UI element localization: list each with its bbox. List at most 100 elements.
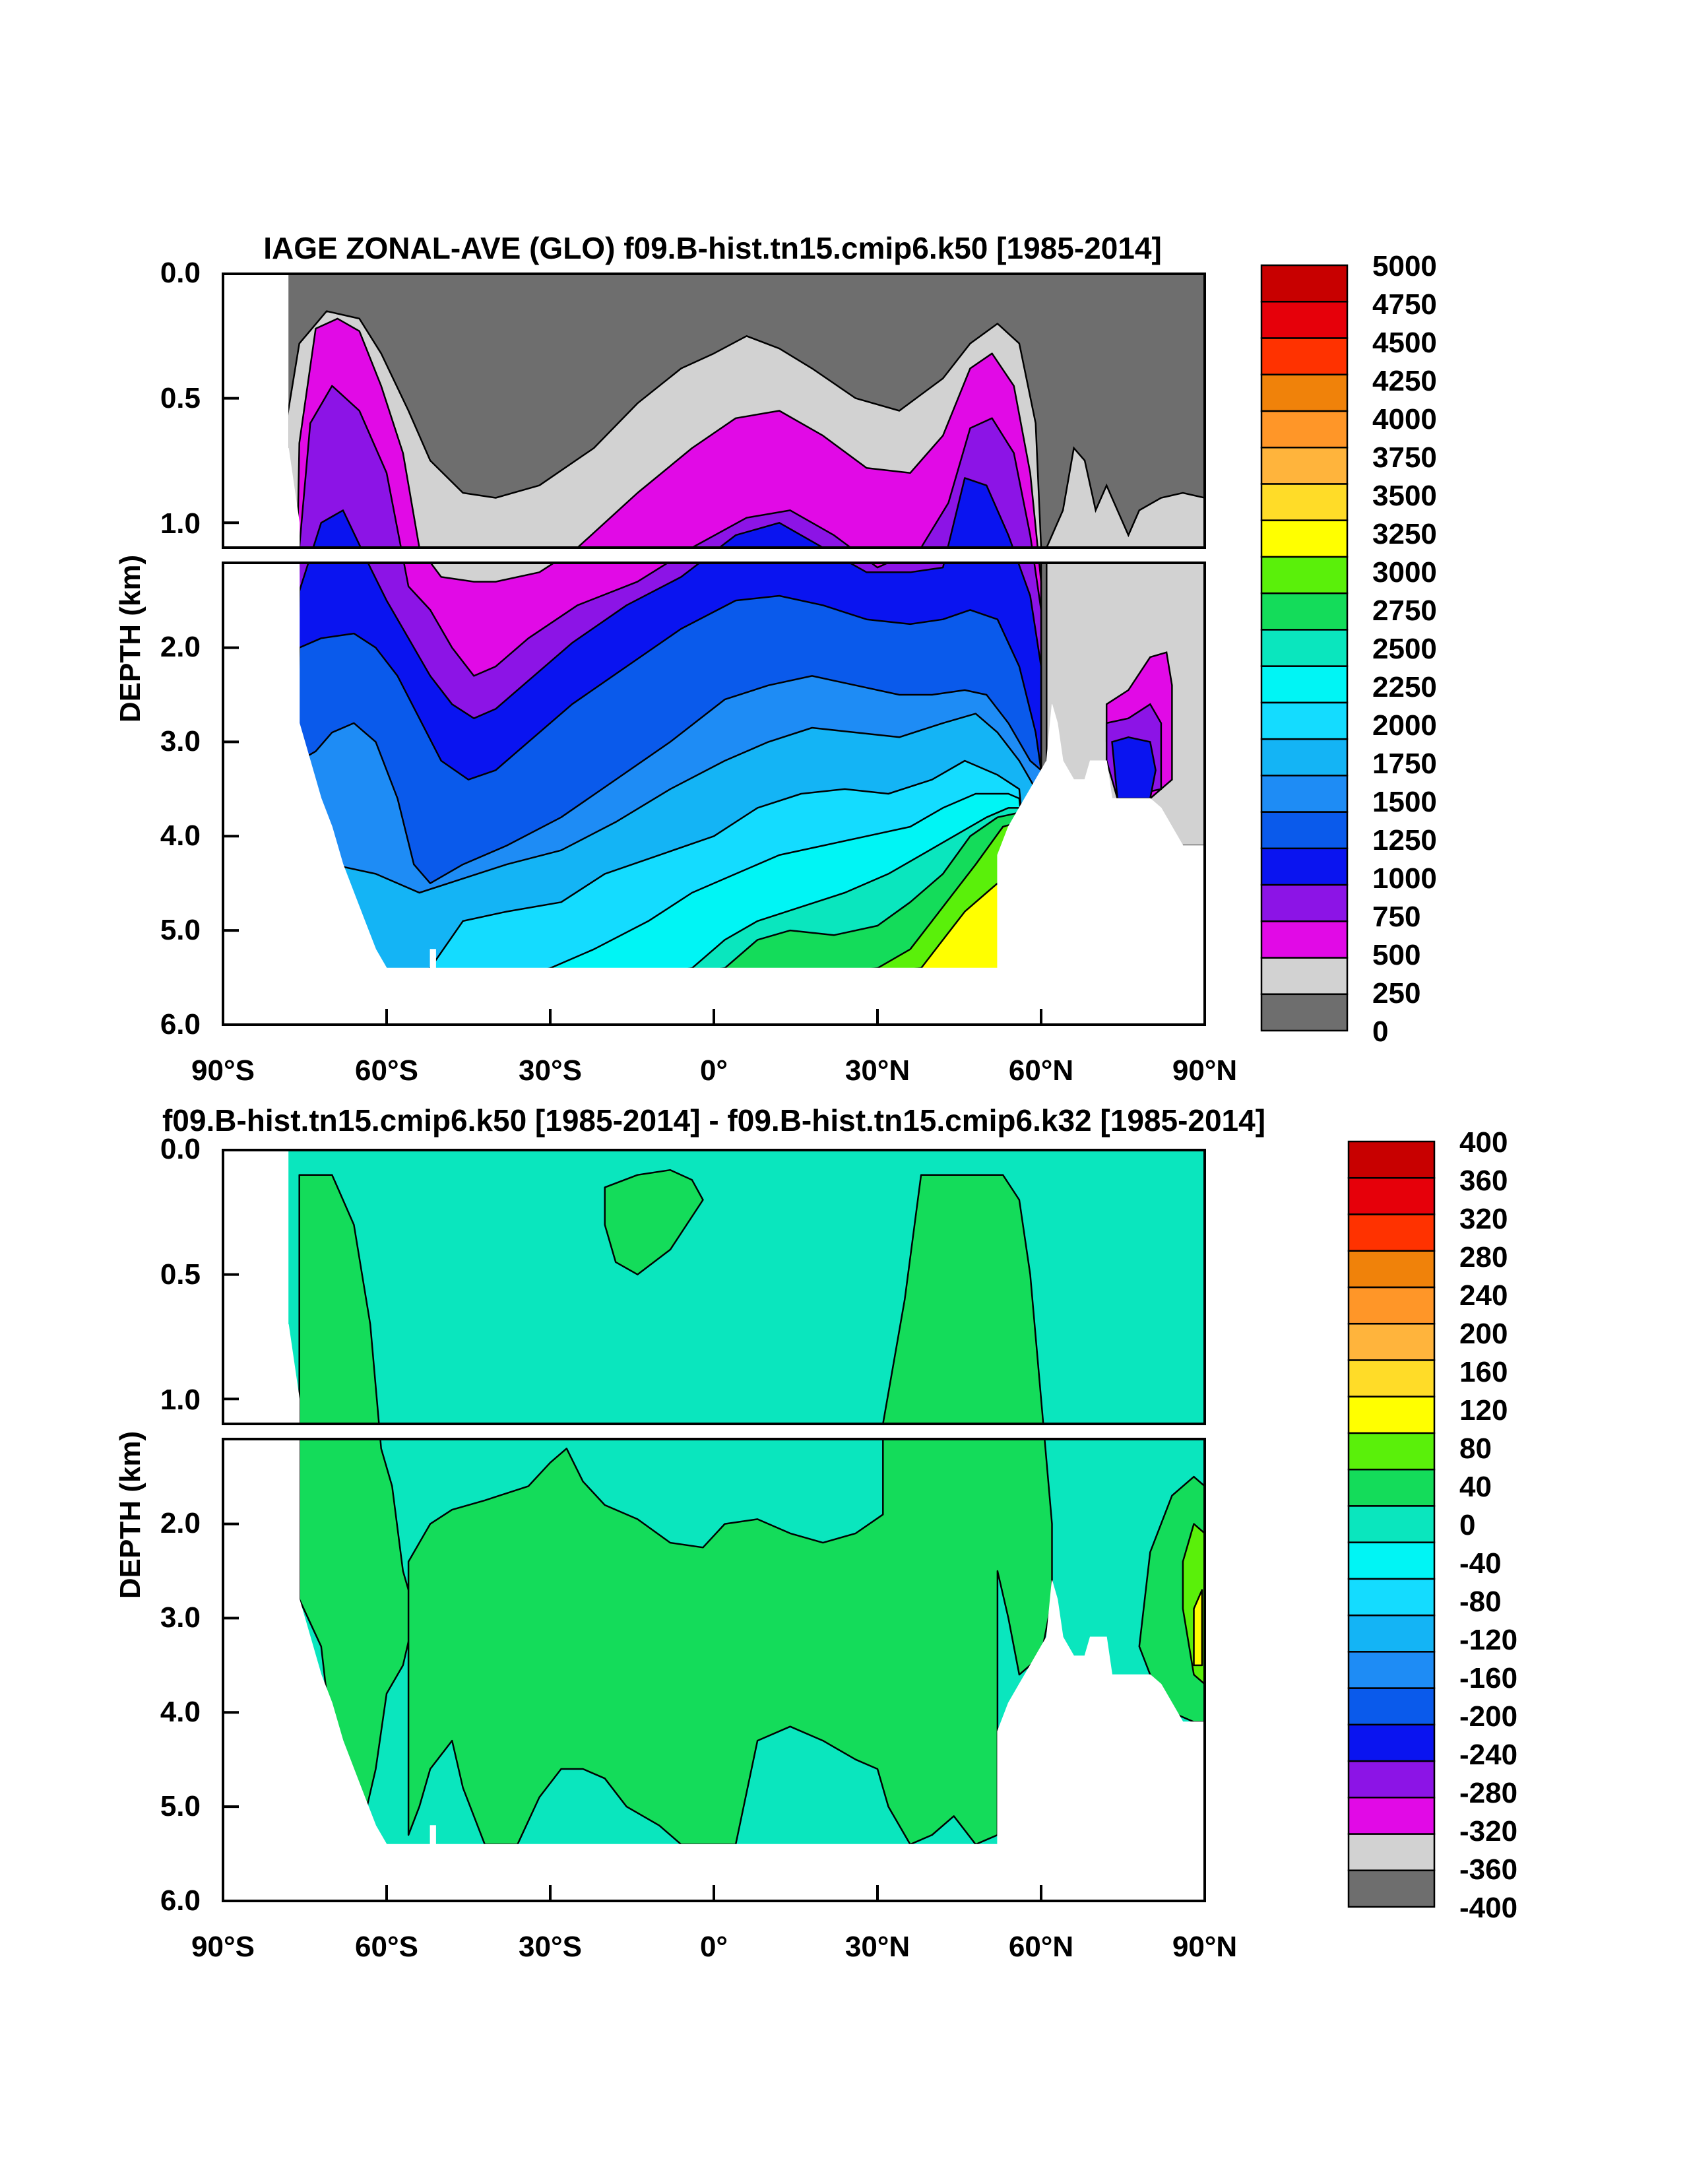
chart-2-cb-label-17: 280 xyxy=(1459,1241,1508,1273)
colorbar-box-8 xyxy=(1260,701,1349,740)
colorbar-box-18 xyxy=(1347,1213,1436,1252)
chart-2-ylabel: DEPTH (km) xyxy=(114,1431,146,1599)
band-3000 xyxy=(288,821,1042,969)
chart-2-frames xyxy=(222,1149,1206,1902)
chart-2-y-tick-7: 6.0 xyxy=(160,1884,201,1917)
chart-2-cb-label-11: 40 xyxy=(1459,1471,1492,1503)
chart-1-lower-plot xyxy=(223,563,1205,1025)
band-2500 xyxy=(288,807,1042,969)
colorbar-box-14 xyxy=(1260,483,1349,521)
colorbar-box-16 xyxy=(1260,410,1349,449)
colorbar-box-2 xyxy=(1347,1797,1436,1835)
colorbar-box-17 xyxy=(1260,373,1349,412)
chart-2-cb-label-10: 0 xyxy=(1459,1509,1475,1541)
ocean-floor-line xyxy=(299,1439,1205,1845)
colorbar-box-3 xyxy=(1260,883,1349,922)
colorbar-box-9 xyxy=(1260,665,1349,704)
chart-2-x-tick-5: 60°N xyxy=(1009,1931,1073,1963)
frame-upper xyxy=(222,1149,1206,1425)
colorbar-box-19 xyxy=(1347,1176,1436,1215)
colorbar-box-15 xyxy=(1347,1322,1436,1361)
chart-1-x-tick-1: 60°S xyxy=(355,1054,418,1087)
colorbar-box-10 xyxy=(1260,629,1349,667)
chart-1-x-tick-2: 30°S xyxy=(519,1054,582,1087)
chart-1-x-ticks: 90°S 60°S 30°S 0° 30°N 60°N 90°N xyxy=(191,1054,1237,1087)
region-2-0 xyxy=(604,1169,704,1275)
colorbar-box-9 xyxy=(1347,1541,1436,1580)
chart-1-cb-label-6: 1500 xyxy=(1372,786,1437,818)
chart-1-cb-label-16: 4000 xyxy=(1372,403,1437,435)
colorbar-box-20 xyxy=(1347,1140,1436,1179)
chart-1-cb-label-10: 2500 xyxy=(1372,633,1437,665)
chart-iage: IAGE ZONAL-AVE (GLO) f09.B-hist.tn15.cmi… xyxy=(114,231,1437,1087)
chart-2-y-tick-6: 5.0 xyxy=(160,1790,201,1822)
chart-1-cb-label-7: 1750 xyxy=(1372,748,1437,780)
chart-1-y-tick-7: 6.0 xyxy=(160,1008,201,1041)
colorbar-box-6 xyxy=(1260,775,1349,813)
chart-1-y-tick-4: 3.0 xyxy=(160,725,201,757)
chart-1-ylabel: DEPTH (km) xyxy=(114,555,146,723)
colorbar-box-18 xyxy=(1260,337,1349,375)
chart-2-x-tick-0: 90°S xyxy=(191,1931,255,1963)
chart-1-x-tick-5: 60°N xyxy=(1009,1054,1073,1087)
chart-1-x-tick-0: 90°S xyxy=(191,1054,255,1087)
chart-2-y-tick-3: 2.0 xyxy=(160,1507,201,1539)
colorbar-box-2 xyxy=(1260,920,1349,959)
chart-1-x-tick-4: 30°N xyxy=(845,1054,910,1087)
chart-1-frames xyxy=(222,273,1206,1026)
frame-upper xyxy=(222,273,1206,549)
colorbar-box-1 xyxy=(1347,1833,1436,1871)
chart-1-y-tick-5: 4.0 xyxy=(160,819,201,852)
chart-2-cb-label-1: -360 xyxy=(1459,1853,1517,1886)
colorbar-box-1 xyxy=(1260,957,1349,995)
chart-1-cb-label-5: 1250 xyxy=(1372,824,1437,856)
chart-1-cb-label-18: 4500 xyxy=(1372,327,1437,359)
chart-1-cb-label-19: 4750 xyxy=(1372,288,1437,321)
colorbar-box-11 xyxy=(1347,1468,1436,1507)
chart-1-cb-label-3: 750 xyxy=(1372,901,1420,933)
chart-1-x-tick-6: 90°N xyxy=(1172,1054,1237,1087)
band-background xyxy=(288,1150,1205,1424)
chart-2-cb-label-14: 160 xyxy=(1459,1356,1508,1388)
region-1-0 xyxy=(407,1439,1053,1845)
chart-2-x-tick-4: 30°N xyxy=(845,1931,910,1963)
chart-2-cb-label-12: 80 xyxy=(1459,1432,1492,1465)
band-3250 xyxy=(288,882,1042,969)
chart-2-x-tick-2: 30°S xyxy=(519,1931,582,1963)
chart-2-x-tick-1: 60°S xyxy=(355,1931,418,1963)
colorbar-box-4 xyxy=(1347,1723,1436,1762)
chart-2-title: f09.B-hist.tn15.cmip6.k50 [1985-2014] - … xyxy=(162,1103,1265,1138)
ocean-floor-line xyxy=(299,563,1205,969)
chart-2-cb-label-18: 320 xyxy=(1459,1203,1508,1235)
colorbar-box-6 xyxy=(1347,1651,1436,1689)
chart-1-cb-label-17: 4250 xyxy=(1372,365,1437,397)
colorbar-box-19 xyxy=(1260,300,1349,339)
chart-2-y-tick-4: 3.0 xyxy=(160,1601,201,1634)
chart-2-cb-label-7: -120 xyxy=(1459,1624,1517,1656)
chart-2-cb-label-15: 200 xyxy=(1459,1318,1508,1350)
chart-1-y-ticks: 0.0 0.5 1.0 2.0 3.0 4.0 5.0 6.0 xyxy=(160,257,201,1041)
colorbar-box-7 xyxy=(1347,1614,1436,1653)
band-2750 xyxy=(288,812,1042,969)
band-arctic-1000 xyxy=(1111,736,1157,800)
chart-2-cb-label-9: -40 xyxy=(1459,1547,1502,1580)
chart-1-cb-label-9: 2250 xyxy=(1372,671,1437,703)
chart-2-x-tick-6: 90°N xyxy=(1172,1931,1237,1963)
colorbar-box-0 xyxy=(1260,993,1349,1032)
chart-2-y-tick-2: 1.0 xyxy=(160,1384,201,1416)
chart-2-cb-label-0: -400 xyxy=(1459,1892,1517,1924)
chart-2-y-ticks: 0.0 0.5 1.0 2.0 3.0 4.0 5.0 6.0 xyxy=(160,1133,201,1917)
colorbar-box-13 xyxy=(1260,519,1349,558)
chart-1-y-tick-0: 0.0 xyxy=(160,257,201,289)
chart-difference: f09.B-hist.tn15.cmip6.k50 [1985-2014] - … xyxy=(114,1103,1517,1963)
chart-2-upper-plot xyxy=(223,1150,1205,1424)
chart-2-cb-label-19: 360 xyxy=(1459,1165,1508,1197)
chart-1-upper-plot xyxy=(223,274,1205,548)
chart-2-y-tick-0: 0.0 xyxy=(160,1133,201,1165)
colorbar-box-3 xyxy=(1347,1760,1436,1799)
region-0-0 xyxy=(298,1174,415,1424)
chart-1-y-tick-2: 1.0 xyxy=(160,507,201,540)
chart-2-cb-label-3: -280 xyxy=(1459,1777,1517,1809)
chart-1-y-tick-6: 5.0 xyxy=(160,914,201,946)
